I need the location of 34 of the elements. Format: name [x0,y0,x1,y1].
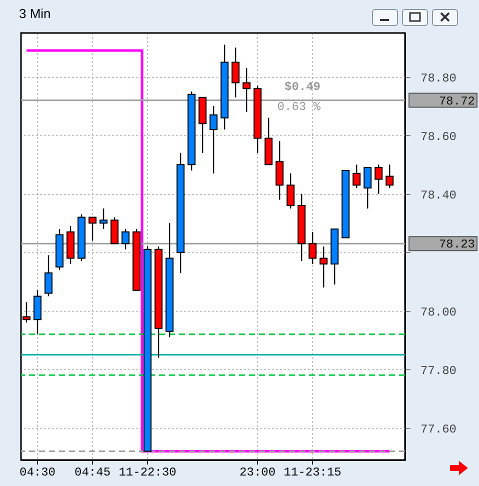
candlestick [364,166,372,210]
y-tick-label: 77.60 [420,422,457,436]
candlestick [286,172,295,210]
candlestick [210,106,218,174]
candlestick [374,164,383,194]
candlestick [44,254,53,297]
candlestick [276,140,284,200]
candlestick [320,246,328,288]
candlestick [232,47,240,98]
y-tick-label: 78.00 [420,305,457,320]
candlestick [122,228,130,250]
x-tick-label: 11-22:30 [118,466,176,480]
candlestick [22,301,30,324]
y-tick-label: 78.60 [420,130,457,144]
candlestick [100,208,108,230]
candlestick [386,164,394,189]
ref-line-label: 78.23 [438,238,475,252]
candlestick [34,290,42,335]
candlestick [110,216,119,244]
candlestick [242,67,251,113]
x-tick-label: 23:00 [240,466,276,480]
ref-line-label: 78.72 [438,94,475,108]
candlestick [308,231,317,265]
candlestick [88,216,97,242]
x-tick-label: 04:30 [19,466,56,480]
y-tick-label: 78.80 [420,71,457,86]
annotation: 0.63 % [277,100,322,114]
y-tick-label: 77.80 [420,364,457,378]
x-tick-label: 11-23:15 [284,466,342,480]
candlestick [352,164,361,189]
x-tick-label: 04:45 [74,466,111,480]
y-tick-label: 78.40 [420,188,457,202]
annotation: $0.49 [284,80,321,94]
chart-title: 3 Min [19,6,51,21]
